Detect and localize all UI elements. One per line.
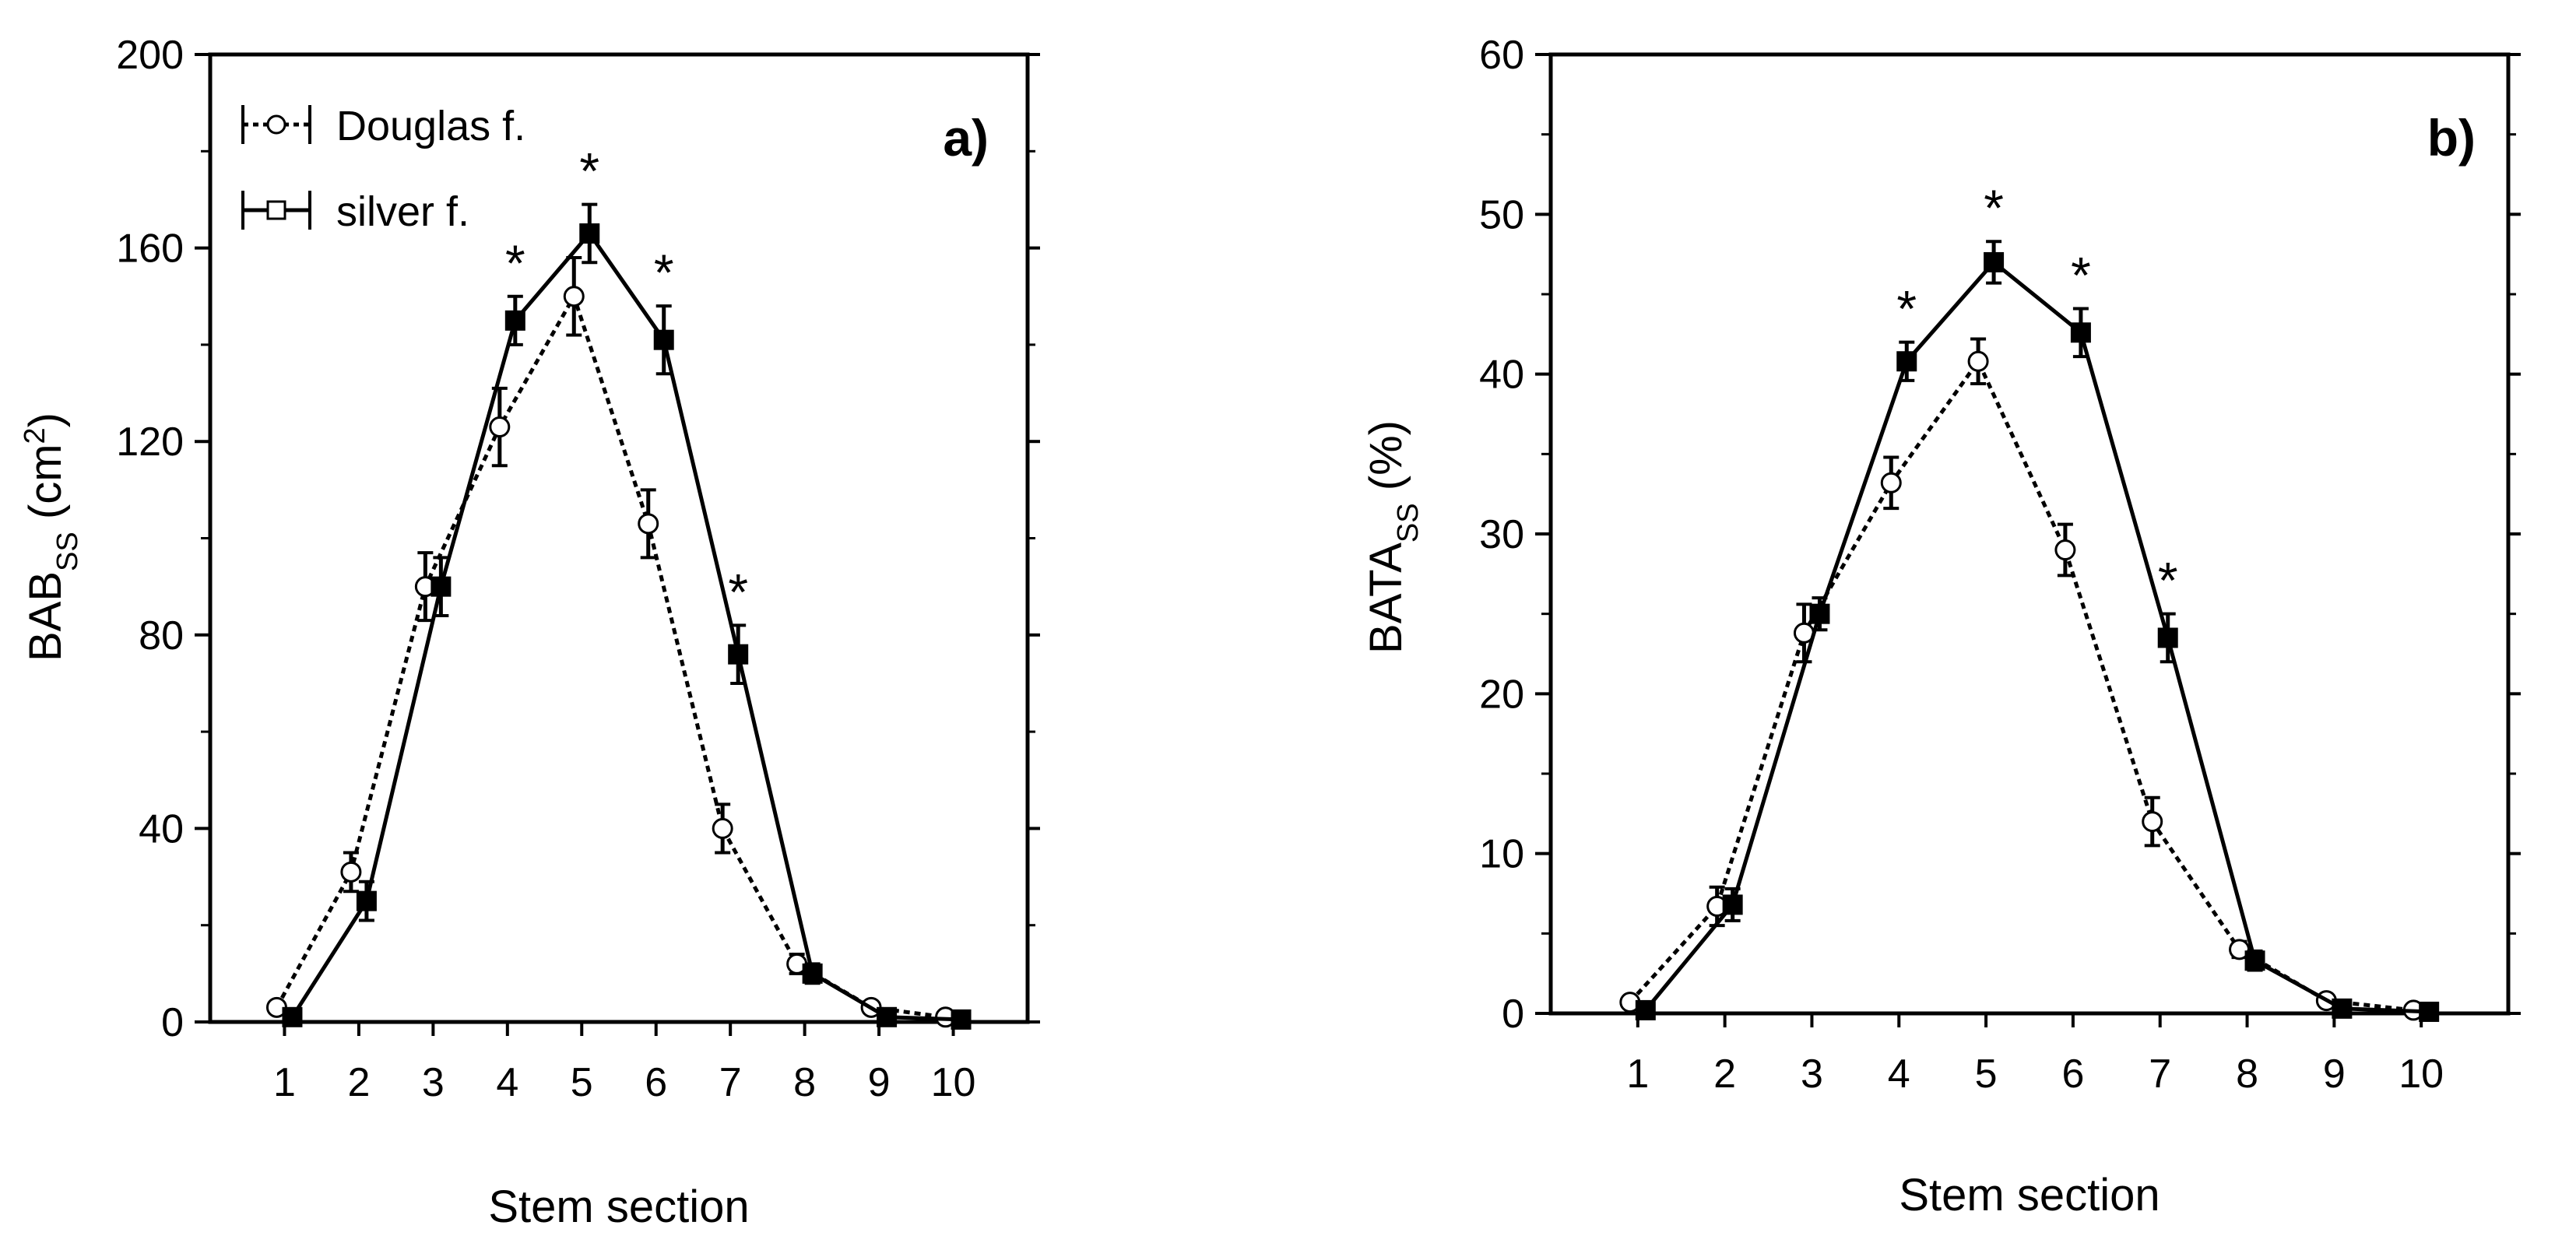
a-significance-star: *: [654, 244, 674, 301]
panel-a-letter: a): [943, 109, 989, 167]
a-y-tick-label: 0: [161, 1000, 184, 1045]
a-x-tick-label: 8: [793, 1060, 816, 1105]
b-point: [2244, 950, 2265, 971]
a-x-tick-label: 3: [422, 1060, 445, 1105]
panel-a-significance: * * * *: [505, 142, 748, 621]
a-point: [340, 861, 362, 883]
panel-a-y-axis-title: BABSS (cm2): [19, 413, 84, 662]
b-point: [1722, 894, 1743, 915]
a-point: [712, 817, 733, 839]
a-significance-star: *: [579, 142, 599, 200]
b-y-tick-label: 30: [1479, 512, 1524, 557]
panel-b-series: [1619, 240, 2440, 1022]
a-x-tick-label: 6: [645, 1060, 667, 1105]
panel-a-y-ticks: 0 40 80 120 160 200: [116, 33, 1040, 1045]
a-point: [802, 963, 823, 984]
b-point: [2332, 998, 2353, 1019]
a-x-tick-label: 7: [719, 1060, 742, 1105]
b-x-tick-label: 2: [1713, 1052, 1736, 1097]
b-point: [1880, 472, 1902, 493]
b-x-tick-label: 3: [1801, 1052, 1823, 1097]
b-x-tick-label: 6: [2061, 1052, 2084, 1097]
legend-entry-silver: silver f.: [241, 188, 469, 235]
b-point: [2419, 1001, 2440, 1022]
b-point: [1635, 999, 1656, 1020]
b-point: [2157, 627, 2178, 648]
panel-a-chart: 1 2 3 4 5 6 7 8 9 10 0 40 80 120 160 200 * * * * a) Stem …: [19, 33, 1040, 1232]
b-series-line-0: [1628, 357, 2414, 1013]
b-x-tick-label: 9: [2323, 1052, 2346, 1097]
b-x-tick-label: 5: [1975, 1052, 1998, 1097]
a-y-tick-label: 40: [139, 806, 184, 851]
b-y-tick-label: 20: [1479, 672, 1524, 717]
panel-a-series: [265, 202, 972, 1030]
a-x-tick-label: 9: [868, 1060, 891, 1105]
a-y-tick-label: 120: [116, 420, 184, 465]
panel-b-x-axis-title: Stem section: [1899, 1170, 2160, 1220]
legend-label-silver: silver f.: [336, 188, 469, 235]
a-series-line-0: [275, 291, 946, 1020]
a-point: [563, 286, 585, 307]
a-point: [653, 329, 674, 350]
a-point: [489, 416, 511, 438]
b-significance-star: *: [2071, 246, 2091, 304]
b-y-tick-label: 0: [1502, 992, 1524, 1037]
b-point: [1984, 251, 2005, 272]
b-point: [1967, 350, 1989, 372]
b-x-tick-label: 1: [1626, 1052, 1649, 1097]
b-x-tick-label: 10: [2399, 1052, 2444, 1097]
panel-a-plot-frame: [208, 52, 1030, 1024]
a-series-line-1: [290, 230, 961, 1022]
panel-b-y-ticks: 0 10 20 30 40 50 60: [1479, 33, 2521, 1037]
panel-b-chart: 1 2 3 4 5 6 7 8 9 10 0 10 20 30 40 50 60 * * * * b) Stem s…: [1361, 33, 2521, 1220]
b-point: [2142, 811, 2163, 833]
a-significance-star: *: [728, 563, 748, 620]
a-y-tick-label: 80: [139, 613, 184, 658]
b-x-tick-label: 4: [1888, 1052, 1910, 1097]
a-x-tick-label: 4: [496, 1060, 518, 1105]
panel-b-letter: b): [2427, 109, 2476, 167]
b-significance-star: *: [1984, 179, 2004, 237]
a-point: [951, 1009, 972, 1030]
b-x-tick-label: 8: [2236, 1052, 2258, 1097]
a-y-tick-label: 160: [116, 226, 184, 272]
a-point: [638, 513, 659, 535]
legend-label-douglas: Douglas f.: [336, 103, 525, 149]
panel-a-x-ticks: 1 2 3 4 5 6 7 8 9 10: [273, 1022, 975, 1105]
a-point: [282, 1006, 303, 1027]
b-point: [2054, 539, 2076, 561]
a-point: [356, 890, 377, 911]
a-point: [877, 1006, 898, 1027]
a-point: [431, 576, 452, 597]
a-point: [504, 310, 525, 331]
b-y-tick-label: 50: [1479, 192, 1524, 237]
b-point: [2070, 322, 2091, 343]
b-y-tick-label: 60: [1479, 33, 1524, 78]
a-significance-star: *: [505, 234, 525, 292]
legend: Douglas f. silver f.: [241, 103, 525, 235]
legend-entry-douglas: Douglas f.: [241, 103, 525, 149]
panel-a-x-axis-title: Stem section: [488, 1182, 749, 1232]
b-y-tick-label: 40: [1479, 353, 1524, 398]
a-x-tick-label: 5: [571, 1060, 593, 1105]
b-significance-star: *: [1896, 280, 1917, 338]
a-y-tick-label: 200: [116, 33, 184, 78]
panel-b-significance: * * * *: [1896, 179, 2177, 609]
b-point: [1896, 351, 1917, 372]
a-x-tick-label: 10: [931, 1060, 976, 1105]
b-series-line-1: [1643, 259, 2430, 1014]
b-x-tick-label: 7: [2149, 1052, 2171, 1097]
b-point: [2229, 939, 2251, 960]
a-x-tick-label: 1: [273, 1060, 296, 1105]
panel-b-y-axis-title: BATASS (%): [1361, 420, 1425, 654]
a-point: [728, 644, 749, 665]
panel-b-plot-frame: [1548, 52, 2511, 1016]
b-point: [1809, 603, 1830, 624]
b-y-tick-label: 10: [1479, 832, 1524, 877]
b-significance-star: *: [2158, 552, 2178, 609]
panel-b-x-ticks: 1 2 3 4 5 6 7 8 9 10: [1626, 1013, 2444, 1097]
a-point: [579, 223, 600, 244]
a-x-tick-label: 2: [347, 1060, 370, 1105]
